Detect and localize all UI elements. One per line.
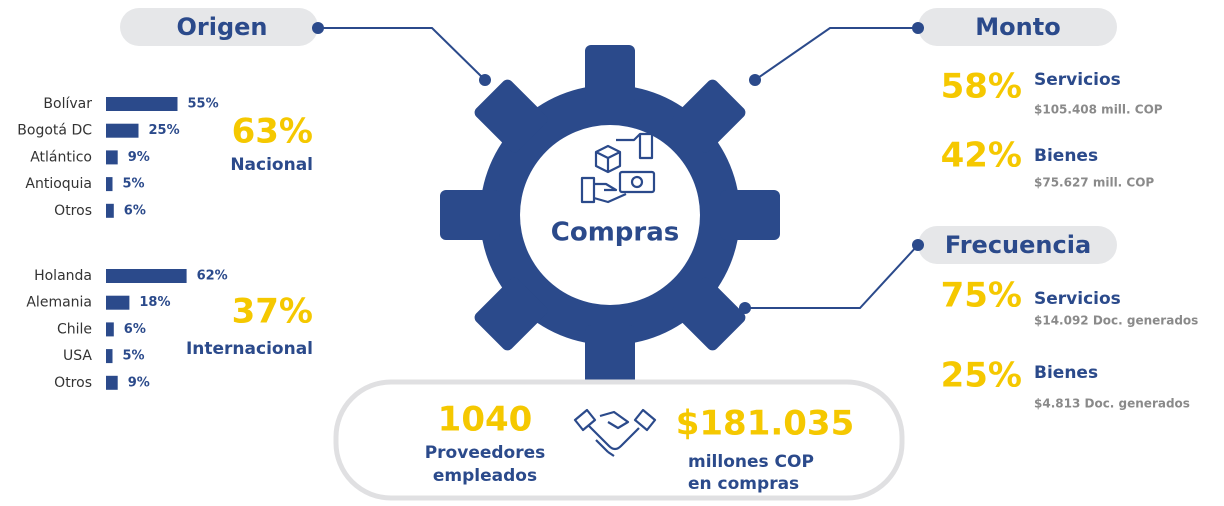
gear-hole xyxy=(520,125,700,305)
category-label: Bolívar xyxy=(43,96,92,112)
detail: $105.408 mill. COP xyxy=(1034,103,1163,117)
category-label: Bogotá DC xyxy=(17,123,92,139)
detail: $14.092 Doc. generados xyxy=(1034,314,1198,328)
bar xyxy=(106,322,114,337)
value-label: 5% xyxy=(123,349,145,364)
percent: 58% xyxy=(941,67,1022,107)
pill xyxy=(918,226,1117,264)
origen-title: Origen xyxy=(176,13,267,41)
value-label: 6% xyxy=(124,203,146,218)
bar xyxy=(106,349,113,364)
label: Bienes xyxy=(1034,363,1098,383)
handshake-icon xyxy=(573,408,657,457)
percent: 42% xyxy=(941,136,1022,176)
category-label: Chile xyxy=(57,321,92,337)
gear-tooth xyxy=(585,325,635,385)
value-label: 18% xyxy=(139,295,170,310)
value-label: 6% xyxy=(124,322,146,337)
value-label: 55% xyxy=(188,97,219,112)
providers-line: Proveedores xyxy=(425,443,546,463)
label: Bienes xyxy=(1034,146,1098,166)
detail: $75.627 mill. COP xyxy=(1034,176,1154,190)
bar xyxy=(106,375,118,390)
category-label: Holanda xyxy=(34,268,92,284)
category-label: Atlántico xyxy=(30,149,92,165)
gear-tooth xyxy=(440,190,500,240)
category-label: Antioquia xyxy=(25,176,92,192)
category-label: Alemania xyxy=(26,295,92,311)
category-label: Otros xyxy=(54,203,92,219)
total-line: millones COP xyxy=(688,452,814,472)
percent: 37% xyxy=(232,292,313,332)
label: Servicios xyxy=(1034,289,1121,309)
value-label: 62% xyxy=(197,269,228,284)
total-value: $181.035 xyxy=(676,404,855,444)
frecuencia-title: Frecuencia xyxy=(945,231,1091,259)
label: Nacional xyxy=(230,155,313,175)
pill xyxy=(120,8,318,46)
connectors xyxy=(318,27,919,309)
detail: $4.813 Doc. generados xyxy=(1034,397,1190,411)
bar xyxy=(106,295,130,310)
purchase-icon xyxy=(580,132,656,204)
bar xyxy=(106,269,187,283)
center-label: Compras xyxy=(551,218,680,248)
bar xyxy=(106,123,139,138)
gear-tooth xyxy=(474,277,548,351)
bar xyxy=(106,203,114,218)
monto-title: Monto xyxy=(975,13,1060,41)
summary-box xyxy=(333,379,905,501)
bar xyxy=(106,177,113,192)
percent: 75% xyxy=(941,276,1022,316)
providers-line: empleados xyxy=(433,466,537,486)
value-label: 9% xyxy=(128,375,150,390)
value-label: 25% xyxy=(149,123,180,138)
total-line: en compras xyxy=(688,474,799,494)
gear-tooth xyxy=(585,45,635,105)
connector-dots xyxy=(312,22,924,314)
label: Internacional xyxy=(186,339,313,359)
pill xyxy=(918,8,1117,46)
gear-tooth xyxy=(474,79,548,153)
value-label: 5% xyxy=(123,177,145,192)
gear-tooth xyxy=(672,277,746,351)
gear-tooth xyxy=(672,79,746,153)
value-label: 9% xyxy=(128,150,150,165)
category-label: USA xyxy=(63,348,92,364)
percent: 25% xyxy=(941,356,1022,396)
percent: 63% xyxy=(232,112,313,152)
bar xyxy=(106,97,178,111)
gear-tooth xyxy=(720,190,780,240)
label: Servicios xyxy=(1034,70,1121,90)
providers-value: 1040 xyxy=(438,400,533,440)
bar xyxy=(106,150,118,165)
category-label: Otros xyxy=(54,375,92,391)
